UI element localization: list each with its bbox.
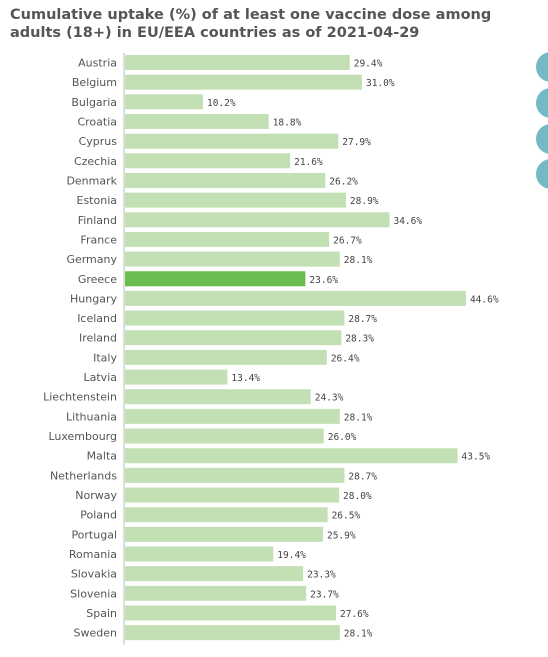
value-label: 27.6% <box>340 609 369 620</box>
category-label: Estonia <box>77 194 118 207</box>
value-label: 43.5% <box>462 452 491 463</box>
bar[interactable] <box>125 349 327 365</box>
category-label: Italy <box>93 351 117 364</box>
category-label: Czechia <box>74 155 117 168</box>
bar[interactable] <box>125 467 345 483</box>
value-label: 10.2% <box>207 98 236 109</box>
bar[interactable] <box>125 330 342 346</box>
value-label: 23.3% <box>307 570 336 581</box>
value-label: 26.2% <box>329 176 358 187</box>
side-control-1[interactable] <box>536 52 548 82</box>
bar[interactable] <box>125 566 304 582</box>
value-label: 24.3% <box>315 393 344 404</box>
value-label: 34.6% <box>393 216 422 227</box>
category-label: Luxembourg <box>48 430 117 443</box>
bar[interactable] <box>125 546 274 562</box>
category-label: Hungary <box>70 292 117 305</box>
value-label: 23.7% <box>310 589 339 600</box>
category-label: Liechtenstein <box>43 391 117 404</box>
category-label: Latvia <box>84 371 118 384</box>
category-label: Iceland <box>77 312 117 325</box>
bar[interactable] <box>125 408 340 424</box>
chart-title: Cumulative uptake (%) of at least one va… <box>10 7 492 41</box>
bar[interactable] <box>125 507 328 523</box>
value-label: 18.8% <box>273 117 302 128</box>
category-label: Germany <box>66 253 117 266</box>
bar[interactable] <box>125 94 203 110</box>
bar[interactable] <box>125 448 458 464</box>
bar[interactable] <box>125 231 330 247</box>
category-label: France <box>80 233 117 246</box>
value-label: 28.1% <box>344 412 373 423</box>
category-label: Netherlands <box>50 469 117 482</box>
value-label: 28.7% <box>348 471 377 482</box>
value-label: 26.0% <box>328 432 357 443</box>
category-label: Ireland <box>79 332 117 345</box>
value-label: 31.0% <box>366 78 395 89</box>
bar[interactable] <box>125 290 466 306</box>
bar[interactable] <box>125 526 323 542</box>
bar[interactable] <box>125 192 346 208</box>
bar[interactable] <box>125 74 362 90</box>
bar[interactable] <box>125 487 340 503</box>
category-label: Norway <box>75 489 117 502</box>
category-label: Sweden <box>74 627 117 640</box>
bar[interactable] <box>125 585 307 601</box>
value-label: 26.7% <box>333 235 362 246</box>
bar[interactable] <box>125 369 228 385</box>
value-label: 44.6% <box>470 294 499 305</box>
category-label: Greece <box>78 273 117 286</box>
category-label: Belgium <box>72 76 117 89</box>
value-label: 26.4% <box>331 353 360 364</box>
category-label: Spain <box>86 607 117 620</box>
value-label: 28.1% <box>344 255 373 266</box>
bar[interactable] <box>125 172 326 188</box>
bar[interactable] <box>125 113 269 129</box>
category-label: Denmark <box>66 174 117 187</box>
value-label: 28.0% <box>343 491 372 502</box>
bar[interactable] <box>125 153 291 169</box>
value-label: 23.6% <box>309 275 338 286</box>
category-label: Cyprus <box>79 135 118 148</box>
bar[interactable] <box>125 605 336 621</box>
value-label: 29.4% <box>354 59 383 70</box>
bar-highlighted[interactable] <box>125 271 306 287</box>
bar[interactable] <box>125 212 390 228</box>
side-control-3[interactable] <box>536 124 548 154</box>
bar[interactable] <box>125 55 350 70</box>
category-label: Romania <box>69 548 117 561</box>
category-label: Slovenia <box>70 587 117 600</box>
category-label: Portugal <box>71 528 117 541</box>
value-label: 28.1% <box>344 629 373 640</box>
value-label: 28.3% <box>345 334 374 345</box>
value-label: 26.5% <box>332 511 361 522</box>
category-label: Austria <box>78 57 117 70</box>
value-label: 28.9% <box>350 196 379 207</box>
category-label: Slovakia <box>71 568 117 581</box>
bar[interactable] <box>125 310 345 326</box>
bar[interactable] <box>125 133 339 149</box>
side-control-2[interactable] <box>536 88 548 118</box>
category-label: Finland <box>78 214 117 227</box>
category-label: Croatia <box>77 115 117 128</box>
bar[interactable] <box>125 428 324 444</box>
category-label: Poland <box>80 509 117 522</box>
value-label: 28.7% <box>348 314 377 325</box>
category-label: Lithuania <box>66 410 117 423</box>
category-label: Bulgaria <box>71 96 117 109</box>
bar[interactable] <box>125 251 340 267</box>
bar[interactable] <box>125 625 340 641</box>
value-label: 21.6% <box>294 157 323 168</box>
category-label: Malta <box>87 450 117 463</box>
bar[interactable] <box>125 389 311 405</box>
value-label: 19.4% <box>277 550 306 561</box>
side-control-4[interactable] <box>536 159 548 189</box>
value-label: 13.4% <box>231 373 260 384</box>
value-label: 25.9% <box>327 530 356 541</box>
value-label: 27.9% <box>342 137 371 148</box>
